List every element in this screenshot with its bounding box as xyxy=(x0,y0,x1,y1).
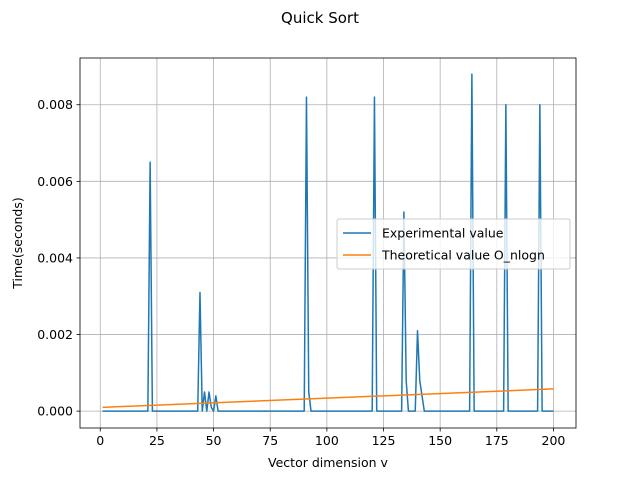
plot-frame xyxy=(79,57,577,429)
y-tick-label: 0.006 xyxy=(37,174,73,189)
x-tick-label: 0 xyxy=(96,433,104,448)
legend-box xyxy=(336,218,571,270)
y-tick-label: 0.008 xyxy=(37,97,73,112)
y-tick-label: 0.004 xyxy=(37,250,73,265)
x-tick-label: 50 xyxy=(206,433,222,448)
x-tick-label: 75 xyxy=(262,433,278,448)
x-axis-ticks: 0 25 50 75 100 125 150 175 200 xyxy=(96,428,565,448)
series-line-theoretical xyxy=(102,388,554,409)
x-tick-label: 100 xyxy=(315,433,339,448)
x-tick-label: 175 xyxy=(485,433,509,448)
y-tick-label: 0.002 xyxy=(37,327,73,342)
legend-label-experimental: Experimental value xyxy=(382,226,504,241)
x-axis-label: Vector dimension v xyxy=(268,455,389,470)
x-tick-label: 150 xyxy=(428,433,452,448)
y-axis-label: Time(seconds) xyxy=(10,197,25,289)
x-tick-label: 125 xyxy=(372,433,396,448)
chart-title: Quick Sort xyxy=(281,9,359,27)
y-tick-label: 0.000 xyxy=(37,404,73,419)
legend: Experimental value Theoretical value O_n… xyxy=(336,218,571,270)
x-tick-label: 200 xyxy=(542,433,566,448)
series-layer xyxy=(102,73,554,412)
y-axis-ticks: 0.000 0.002 0.004 0.006 0.008 xyxy=(37,97,80,419)
series-line-experimental xyxy=(102,73,554,412)
legend-label-theoretical: Theoretical value O_nlogn xyxy=(381,248,545,263)
x-tick-label: 25 xyxy=(149,433,165,448)
